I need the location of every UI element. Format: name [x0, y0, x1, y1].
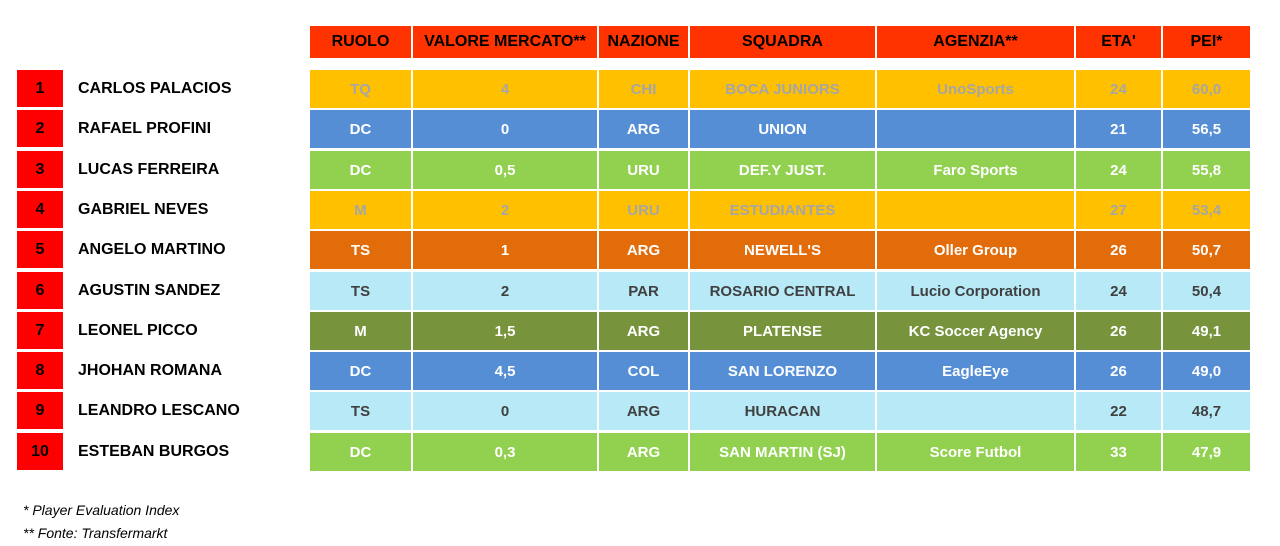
cell-nazione: ARG	[599, 110, 688, 148]
cell-ruolo: M	[310, 312, 411, 350]
cell-eta: 27	[1076, 191, 1161, 229]
cell-eta: 26	[1076, 312, 1161, 350]
cell-squadra: SAN LORENZO	[690, 352, 875, 390]
cell-valore-mercato: 1	[413, 231, 597, 269]
cell-eta: 24	[1076, 151, 1161, 189]
cell-squadra: UNION	[690, 110, 875, 148]
cell-valore-mercato: 0,5	[413, 151, 597, 189]
cell-pei: 50,4	[1163, 272, 1250, 310]
header-valore-mercato: VALORE MERCATO**	[413, 26, 597, 58]
cell-nazione: ARG	[599, 231, 688, 269]
player-name: RAFAEL PROFINI	[78, 119, 212, 137]
cell-valore-mercato: 0	[413, 392, 597, 430]
cell-pei: 48,7	[1163, 392, 1250, 430]
cell-agenzia	[877, 392, 1074, 430]
cell-pei: 49,1	[1163, 312, 1250, 350]
header-nazione: NAZIONE	[599, 26, 688, 58]
player-name: LEONEL PICCO	[78, 321, 198, 339]
cell-ruolo: TS	[310, 272, 411, 310]
rank-badge: 2	[17, 110, 63, 147]
cell-squadra: PLATENSE	[690, 312, 875, 350]
cell-pei: 56,5	[1163, 110, 1250, 148]
cell-eta: 22	[1076, 392, 1161, 430]
cell-ruolo: M	[310, 191, 411, 229]
cell-agenzia: Score Futbol	[877, 433, 1074, 471]
cell-eta: 24	[1076, 70, 1161, 108]
cell-ruolo: TQ	[310, 70, 411, 108]
player-name: GABRIEL NEVES	[78, 200, 209, 218]
cell-squadra: ROSARIO CENTRAL	[690, 272, 875, 310]
player-name: ESTEBAN BURGOS	[78, 442, 230, 460]
cell-eta: 26	[1076, 231, 1161, 269]
cell-agenzia	[877, 191, 1074, 229]
cell-eta: 26	[1076, 352, 1161, 390]
cell-valore-mercato: 2	[413, 191, 597, 229]
cell-agenzia: UnoSports	[877, 70, 1074, 108]
rank-badge: 1	[17, 70, 63, 107]
rank-badge: 9	[17, 392, 63, 429]
player-name: CARLOS PALACIOS	[78, 79, 232, 97]
cell-agenzia: Oller Group	[877, 231, 1074, 269]
cell-ruolo: DC	[310, 110, 411, 148]
rank-badge: 4	[17, 191, 63, 228]
player-name: LUCAS FERREIRA	[78, 160, 220, 178]
header-eta: ETA'	[1076, 26, 1161, 58]
cell-valore-mercato: 0	[413, 110, 597, 148]
cell-squadra: HURACAN	[690, 392, 875, 430]
header-pei: PEI*	[1163, 26, 1250, 58]
cell-squadra: BOCA JUNIORS	[690, 70, 875, 108]
cell-pei: 55,8	[1163, 151, 1250, 189]
cell-eta: 33	[1076, 433, 1161, 471]
player-name: JHOHAN ROMANA	[78, 361, 222, 379]
cell-nazione: URU	[599, 191, 688, 229]
cell-eta: 21	[1076, 110, 1161, 148]
cell-squadra: DEF.Y JUST.	[690, 151, 875, 189]
cell-ruolo: DC	[310, 352, 411, 390]
cell-pei: 47,9	[1163, 433, 1250, 471]
cell-nazione: ARG	[599, 392, 688, 430]
rank-badge: 6	[17, 272, 63, 309]
cell-squadra: SAN MARTIN (SJ)	[690, 433, 875, 471]
cell-nazione: COL	[599, 352, 688, 390]
rank-badge: 7	[17, 312, 63, 349]
cell-valore-mercato: 4	[413, 70, 597, 108]
header-ruolo: RUOLO	[310, 26, 411, 58]
cell-agenzia: Faro Sports	[877, 151, 1074, 189]
cell-squadra: ESTUDIANTES	[690, 191, 875, 229]
footnote-pei: * Player Evaluation Index	[23, 502, 180, 518]
cell-nazione: PAR	[599, 272, 688, 310]
cell-ruolo: TS	[310, 231, 411, 269]
cell-nazione: URU	[599, 151, 688, 189]
cell-squadra: NEWELL'S	[690, 231, 875, 269]
rank-badge: 5	[17, 231, 63, 268]
cell-pei: 49,0	[1163, 352, 1250, 390]
cell-agenzia: EagleEye	[877, 352, 1074, 390]
cell-nazione: ARG	[599, 433, 688, 471]
footnote-source: ** Fonte: Transfermarkt	[23, 525, 168, 541]
cell-agenzia: KC Soccer Agency	[877, 312, 1074, 350]
cell-nazione: ARG	[599, 312, 688, 350]
cell-eta: 24	[1076, 272, 1161, 310]
cell-agenzia	[877, 110, 1074, 148]
cell-pei: 60,0	[1163, 70, 1250, 108]
cell-valore-mercato: 0,3	[413, 433, 597, 471]
cell-ruolo: DC	[310, 433, 411, 471]
cell-nazione: CHI	[599, 70, 688, 108]
cell-agenzia: Lucio Corporation	[877, 272, 1074, 310]
header-agenzia: AGENZIA**	[877, 26, 1074, 58]
rank-badge: 10	[17, 433, 63, 470]
player-name: LEANDRO LESCANO	[78, 401, 240, 419]
player-name: ANGELO MARTINO	[78, 240, 226, 258]
cell-ruolo: DC	[310, 151, 411, 189]
rank-badge: 3	[17, 151, 63, 188]
player-name: AGUSTIN SANDEZ	[78, 281, 221, 299]
cell-pei: 53,4	[1163, 191, 1250, 229]
cell-ruolo: TS	[310, 392, 411, 430]
rank-badge: 8	[17, 352, 63, 389]
header-squadra: SQUADRA	[690, 26, 875, 58]
cell-pei: 50,7	[1163, 231, 1250, 269]
cell-valore-mercato: 1,5	[413, 312, 597, 350]
cell-valore-mercato: 4,5	[413, 352, 597, 390]
cell-valore-mercato: 2	[413, 272, 597, 310]
